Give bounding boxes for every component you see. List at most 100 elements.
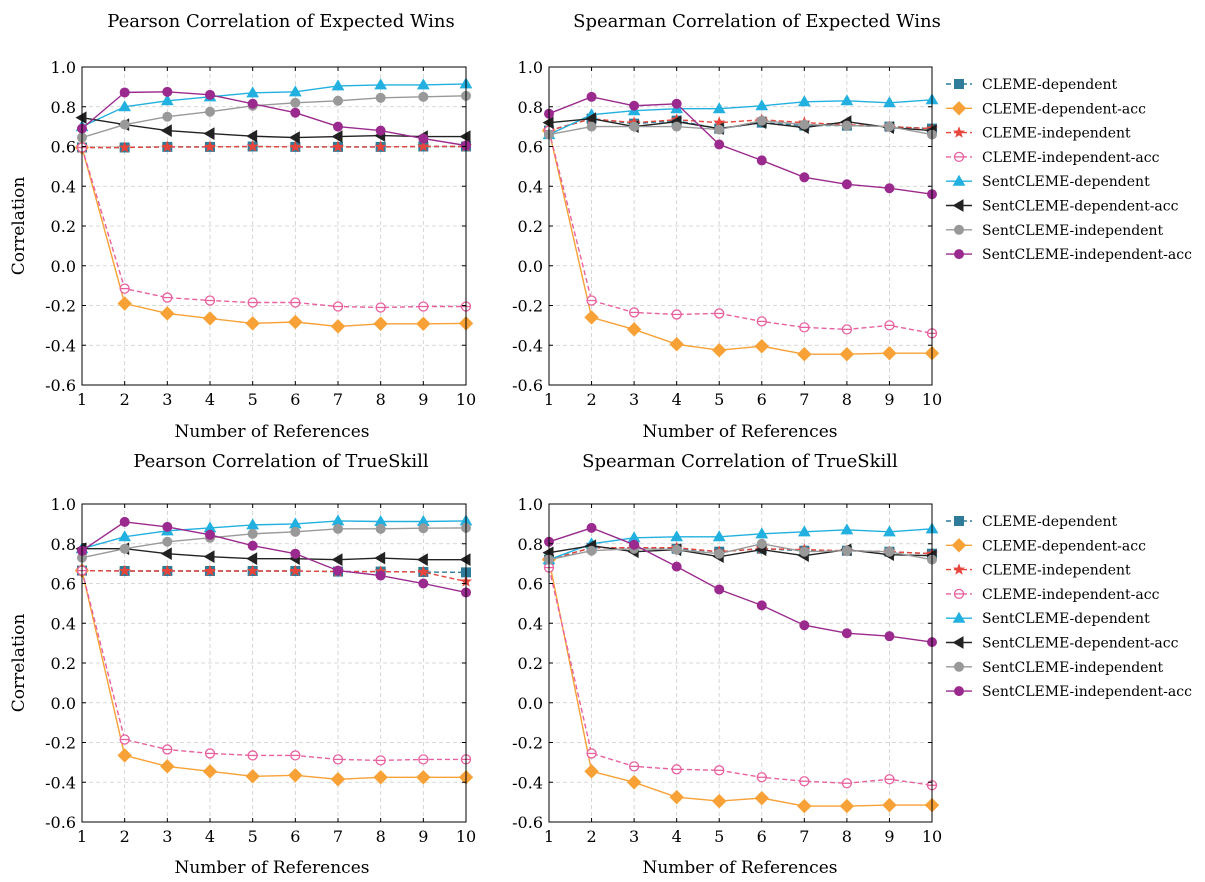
data-point — [330, 772, 346, 787]
data-point — [416, 316, 431, 331]
y-tick-label: -0.2 — [512, 297, 543, 316]
y-tick-label: -0.2 — [45, 297, 76, 316]
data-point — [756, 115, 767, 126]
data-point — [629, 121, 640, 132]
x-axis-label: Number of References — [174, 858, 369, 878]
data-point — [162, 86, 173, 97]
series-CLEME-dependent-acc — [541, 552, 940, 814]
data-point — [118, 100, 132, 112]
data-point — [118, 564, 131, 577]
x-tick-label: 1 — [77, 827, 87, 846]
plot-area: 1 2 3 4 5 6 7 8 9 10 -0.6 -0.4 -0.2 0.0 0.2 0.4 0.6 0.8 1.… — [512, 58, 942, 409]
series-line — [81, 570, 466, 762]
x-tick-label: 5 — [248, 827, 258, 846]
x-tick-label: 2 — [586, 827, 596, 846]
x-tick-label: 9 — [418, 390, 428, 409]
legend-item: SentCLEME-independent-acc — [946, 247, 1192, 263]
data-point — [374, 140, 387, 153]
chart-title: Spearman Correlation of TrueSkill — [582, 451, 898, 472]
x-tick-label: 6 — [757, 390, 767, 409]
data-point — [884, 774, 895, 785]
data-point — [671, 764, 682, 775]
x-tick-label: 4 — [205, 390, 215, 409]
y-axis-label: Correlation — [9, 614, 29, 713]
x-axis-label: Number of References — [642, 422, 837, 442]
y-tick-label: 0.0 — [51, 257, 76, 276]
legend-label: CLEME-independent — [982, 126, 1131, 142]
data-point — [290, 548, 301, 559]
data-point — [290, 526, 301, 537]
series-CLEME-dependent-acc — [74, 563, 474, 787]
x-tick-label: 1 — [544, 390, 554, 409]
series-SentCLEME-dependent-acc — [75, 111, 471, 144]
data-point — [712, 102, 726, 114]
data-point — [628, 761, 640, 772]
data-point — [290, 297, 301, 308]
data-point — [204, 748, 216, 759]
series-line — [548, 99, 933, 136]
data-point — [246, 129, 258, 143]
data-point — [754, 790, 769, 806]
series-line — [548, 527, 933, 643]
data-point — [629, 100, 640, 111]
y-tick-label: 0.0 — [518, 694, 543, 713]
data-point — [626, 322, 642, 337]
legend-marker — [951, 101, 967, 116]
data-point — [799, 620, 810, 631]
data-point — [584, 764, 599, 779]
data-point — [119, 543, 130, 554]
x-tick-label: 6 — [290, 390, 300, 409]
y-tick-label: 0.6 — [51, 575, 76, 594]
data-point — [161, 140, 174, 153]
x-tick-label: 3 — [629, 390, 639, 409]
x-tick-label: 7 — [333, 390, 343, 409]
data-point — [628, 307, 640, 318]
legend-item: SentCLEME-dependent-acc — [946, 199, 1179, 215]
series-SentCLEME-independent — [77, 90, 471, 143]
data-point — [841, 628, 852, 639]
x-tick-label: 2 — [120, 827, 130, 846]
series-line — [81, 147, 467, 328]
series-line — [81, 569, 467, 583]
legend-item: CLEME-independent-acc — [946, 587, 1160, 603]
y-tick-label: -0.6 — [512, 376, 543, 395]
data-point — [841, 545, 852, 556]
plot-area: 1 2 3 4 5 6 7 8 9 10 -0.6 -0.4 -0.2 0.0 0.2 0.4 0.6 0.8 1.… — [45, 495, 476, 846]
legend-marker — [954, 79, 964, 89]
legend-marker — [952, 636, 964, 649]
y-tick-label: 0.0 — [518, 257, 543, 276]
data-point — [840, 94, 854, 106]
data-point — [288, 768, 303, 783]
y-tick-label: -0.2 — [512, 734, 543, 753]
series-SentCLEME-independent — [544, 115, 937, 140]
data-point — [459, 553, 471, 567]
data-point — [373, 770, 388, 785]
y-tick-label: -0.6 — [45, 813, 76, 832]
data-point — [333, 121, 343, 132]
y-tick-label: -0.6 — [45, 376, 76, 395]
data-point — [375, 125, 386, 136]
y-tick-label: -0.4 — [512, 773, 543, 792]
data-point — [841, 324, 853, 335]
data-point — [799, 546, 810, 557]
data-point — [75, 111, 87, 125]
data-point — [203, 564, 217, 577]
data-point — [246, 140, 259, 152]
data-point — [671, 121, 682, 132]
data-point — [118, 141, 131, 153]
series-line — [548, 119, 933, 136]
legend-label: SentCLEME-dependent — [982, 611, 1150, 627]
y-axis-label: Correlation — [9, 177, 29, 276]
y-tick-label: 0.8 — [51, 535, 76, 554]
data-point — [160, 124, 172, 137]
legend-label: CLEME-dependent — [982, 514, 1118, 530]
series-line — [548, 567, 933, 786]
data-point — [418, 91, 429, 102]
data-point — [375, 302, 386, 313]
x-tick-label: 4 — [672, 390, 682, 409]
legend-item: SentCLEME-dependent — [946, 611, 1150, 627]
data-point — [883, 525, 896, 537]
data-point — [375, 92, 386, 103]
data-point — [247, 750, 258, 761]
